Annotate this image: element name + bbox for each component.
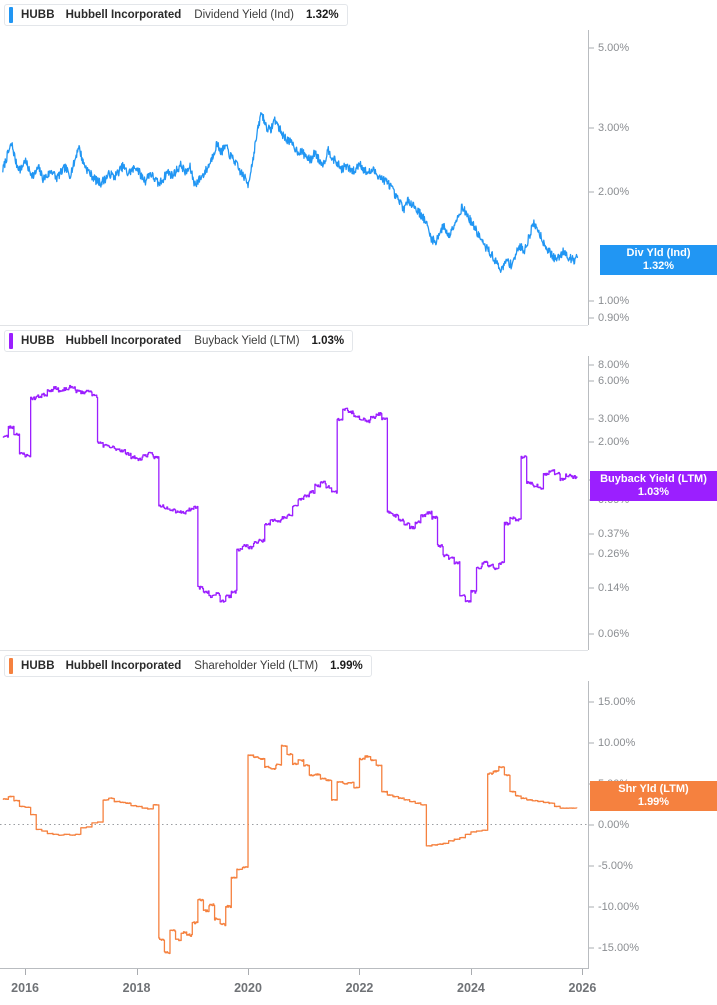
axis-tick-label: 0.06% xyxy=(598,628,630,641)
axis-tick-label: 6.00% xyxy=(598,375,630,388)
legend-chip-shareholder[interactable]: HUBB Hubbell Incorporated Shareholder Yi… xyxy=(4,655,372,677)
x-axis-line xyxy=(0,968,589,969)
chip-metric-name: Buyback Yield (LTM) xyxy=(194,335,300,347)
axis-tick-mark xyxy=(589,127,594,129)
axis-tick-mark xyxy=(589,441,594,443)
legend-chip-buyback[interactable]: HUBB Hubbell Incorporated Buyback Yield … xyxy=(4,330,354,352)
badge-value: 1.03% xyxy=(637,486,670,498)
badge-value: 1.99% xyxy=(637,796,670,808)
value-badge-buyback[interactable]: Buyback Yield (LTM) 1.03% xyxy=(590,471,717,501)
axis-tick-mark xyxy=(589,418,594,420)
x-axis-tick-label: 2020 xyxy=(234,981,262,995)
plot-dividend-yield xyxy=(0,30,588,325)
axis-tick-label: 2.00% xyxy=(598,186,630,199)
x-axis-tick-label: 2026 xyxy=(568,981,597,995)
axis-tick-label: 2.00% xyxy=(598,435,630,448)
axis-spine-shareholder xyxy=(588,681,589,968)
x-axis-tick-mark xyxy=(470,969,472,975)
badge-title: Buyback Yield (LTM) xyxy=(600,473,707,485)
chip-metric-name: Shareholder Yield (LTM) xyxy=(194,660,319,672)
axis-tick-mark xyxy=(589,300,594,302)
axis-tick-mark xyxy=(589,553,594,555)
panel-divider-2 xyxy=(0,650,588,651)
axis-tick-label: 3.00% xyxy=(598,413,630,426)
axis-tick-label: 0.90% xyxy=(598,311,630,324)
axis-tick-mark xyxy=(589,587,594,589)
plot-shareholder-yield xyxy=(0,681,588,968)
x-axis-tick-mark xyxy=(136,969,138,975)
axis-tick-mark xyxy=(589,533,594,535)
x-axis-tick-mark xyxy=(25,969,27,975)
axis-tick-label: 0.37% xyxy=(598,528,630,541)
axis-tick-label: -10.00% xyxy=(598,900,639,913)
axis-spine-dividend xyxy=(588,30,589,325)
axis-tick-mark xyxy=(589,947,594,948)
x-axis-tick-label: 2024 xyxy=(457,981,485,995)
axis-tick-label: 8.00% xyxy=(598,359,630,372)
axis-tick-mark xyxy=(589,191,594,193)
series-color-swatch-shareholder xyxy=(9,658,13,674)
chip-metric-value: 1.32% xyxy=(306,9,339,21)
badge-value: 1.32% xyxy=(642,260,675,272)
value-badge-dividend[interactable]: Div Yld (Ind) 1.32% xyxy=(600,245,717,275)
chip-metric-value: 1.03% xyxy=(311,335,345,347)
badge-title: Shr Yld (LTM) xyxy=(618,783,689,795)
dividend-yield-line xyxy=(2,112,579,273)
x-axis-tick-mark xyxy=(582,969,584,975)
x-axis-tick-mark xyxy=(248,969,250,975)
axis-tick-label: 0.00% xyxy=(598,818,630,831)
series-color-swatch-dividend xyxy=(9,7,13,23)
x-axis-tick-label: 2016 xyxy=(11,981,39,995)
chip-ticker: HUBB xyxy=(21,335,55,347)
axis-tick-label: 0.14% xyxy=(598,581,630,594)
value-badge-shareholder[interactable]: Shr Yld (LTM) 1.99% xyxy=(590,781,717,811)
axis-tick-label: 10.00% xyxy=(598,736,636,749)
chip-ticker: HUBB xyxy=(21,9,55,21)
x-axis-tick-label: 2022 xyxy=(345,981,374,995)
axis-tick-label: 3.00% xyxy=(598,122,630,135)
panel-divider-1 xyxy=(0,325,588,326)
axis-tick-mark xyxy=(589,742,594,743)
axis-tick-mark xyxy=(589,701,594,702)
axis-tick-label: -15.00% xyxy=(598,941,639,954)
axis-tick-mark xyxy=(589,380,594,382)
chip-company-name: Hubbell Incorporated xyxy=(65,9,182,21)
chip-metric-value: 1.99% xyxy=(330,660,363,672)
buyback-yield-line xyxy=(2,384,578,603)
axis-tick-label: 1.00% xyxy=(598,295,630,308)
axis-tick-label: -5.00% xyxy=(598,859,633,872)
x-axis-tick-label: 2018 xyxy=(122,981,151,995)
series-color-swatch-buyback xyxy=(9,333,13,349)
chip-metric-name: Dividend Yield (Ind) xyxy=(194,9,295,21)
axis-tick-label: 0.26% xyxy=(598,547,630,560)
axis-tick-mark xyxy=(589,364,594,366)
axis-spine-buyback xyxy=(588,356,589,650)
axis-tick-mark xyxy=(589,633,594,635)
axis-tick-mark xyxy=(589,824,594,825)
axis-tick-mark xyxy=(589,47,594,49)
chip-ticker: HUBB xyxy=(21,660,55,672)
axis-tick-label: 15.00% xyxy=(598,695,636,708)
chip-company-name: Hubbell Incorporated xyxy=(65,660,182,672)
axis-tick-mark xyxy=(589,317,594,319)
legend-chip-dividend[interactable]: HUBB Hubbell Incorporated Dividend Yield… xyxy=(4,4,348,26)
badge-title: Div Yld (Ind) xyxy=(626,247,691,259)
axis-tick-label: 5.00% xyxy=(598,41,630,54)
plot-buyback-yield xyxy=(0,356,588,650)
shareholder-yield-line xyxy=(0,744,588,955)
x-axis-tick-mark xyxy=(359,969,361,975)
axis-tick-mark xyxy=(589,906,594,907)
axis-tick-mark xyxy=(589,865,594,866)
chip-company-name: Hubbell Incorporated xyxy=(65,335,182,347)
